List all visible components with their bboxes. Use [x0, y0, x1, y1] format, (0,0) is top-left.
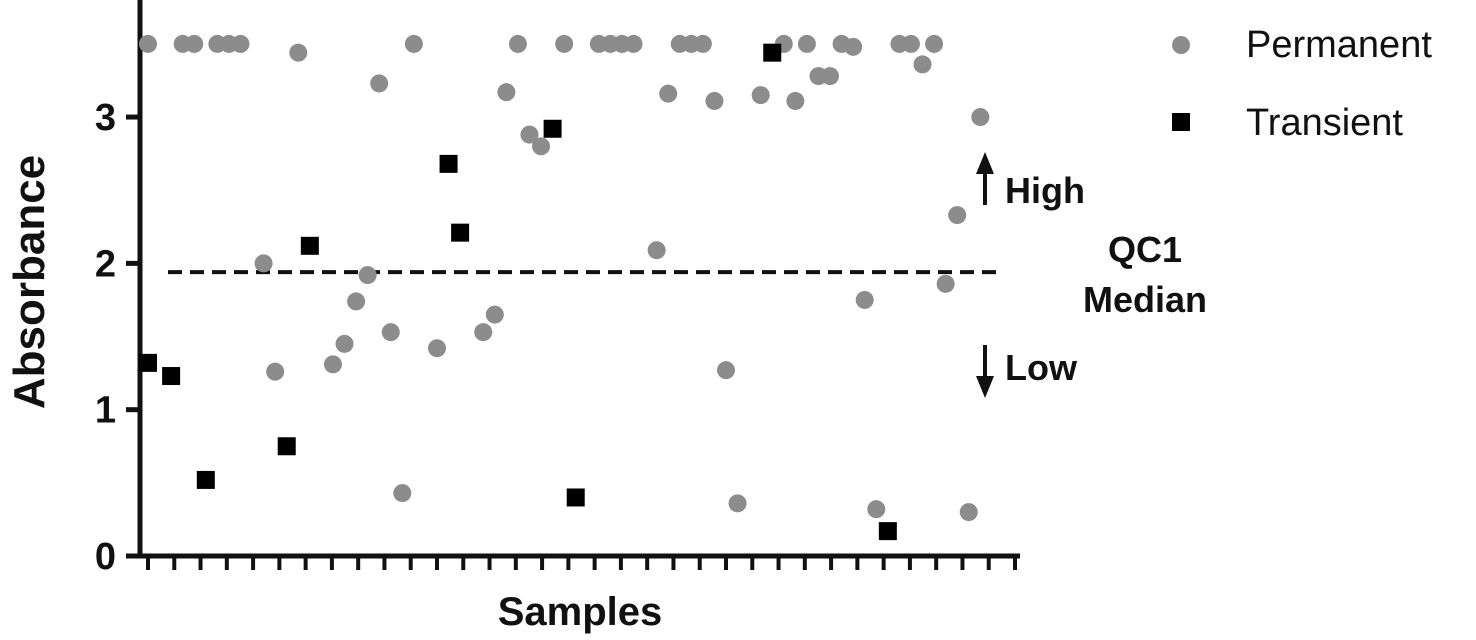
transient-point — [543, 119, 562, 138]
permanent-point — [497, 83, 516, 102]
median-label: Median — [1083, 279, 1207, 320]
series-permanent — [139, 34, 990, 522]
permanent-point — [717, 361, 735, 380]
permanent-point — [624, 34, 643, 53]
transient-point — [566, 488, 585, 507]
transient-point — [196, 470, 215, 489]
legend-marker-transient — [1172, 113, 1190, 131]
low-arrow-head — [976, 376, 994, 398]
permanent-point — [555, 34, 574, 53]
x-axis-title: Samples — [498, 590, 663, 634]
permanent-point — [821, 67, 840, 86]
permanent-point — [659, 84, 678, 103]
y-axis: 0 1 2 3 — [95, 0, 143, 578]
transient-point — [439, 154, 458, 173]
permanent-point — [728, 494, 747, 513]
permanent-point — [347, 292, 366, 311]
transient-point — [300, 236, 319, 255]
permanent-point — [520, 125, 539, 144]
transient-point — [162, 367, 181, 386]
x-axis — [138, 553, 1020, 570]
permanent-point — [508, 34, 527, 53]
permanent-point — [959, 503, 978, 522]
qc1-label: QC1 — [1108, 229, 1182, 270]
permanent-point — [393, 484, 412, 503]
legend-label-transient: Transient — [1246, 102, 1403, 144]
y-tick-label: 3 — [95, 97, 116, 139]
permanent-point — [925, 34, 944, 53]
permanent-point — [266, 362, 285, 381]
permanent-point — [404, 34, 423, 53]
permanent-point — [971, 108, 990, 127]
permanent-point — [693, 34, 712, 53]
permanent-point — [705, 91, 724, 110]
annotations: High Low — [976, 152, 1085, 398]
permanent-point — [532, 137, 551, 156]
transient-point — [139, 353, 157, 372]
high-label: High — [1005, 170, 1085, 211]
transient-point — [763, 43, 782, 62]
permanent-point — [844, 37, 863, 56]
permanent-point — [323, 355, 342, 374]
transient-point — [277, 437, 296, 456]
permanent-point — [797, 34, 816, 53]
permanent-point — [751, 86, 770, 105]
permanent-point — [381, 323, 400, 342]
permanent-point — [936, 274, 955, 293]
permanent-point — [867, 500, 886, 519]
permanent-point — [485, 305, 504, 324]
permanent-point — [647, 241, 666, 260]
permanent-point — [948, 206, 967, 225]
transient-point — [878, 522, 897, 541]
permanent-point — [254, 254, 273, 273]
permanent-point — [855, 290, 874, 309]
permanent-point — [139, 34, 157, 53]
permanent-point — [370, 74, 389, 93]
reference-line-group: QC1 Median — [168, 229, 1207, 320]
permanent-point — [358, 266, 377, 285]
permanent-point — [335, 334, 354, 353]
permanent-point — [428, 339, 446, 358]
permanent-point — [474, 323, 493, 342]
permanent-point — [231, 34, 250, 53]
legend-marker-permanent — [1172, 36, 1190, 54]
y-tick-label: 1 — [95, 390, 116, 432]
y-tick-label: 2 — [95, 243, 116, 285]
y-axis-title: Absorbance — [5, 155, 54, 409]
permanent-point — [786, 91, 805, 110]
y-tick-label: 0 — [95, 536, 116, 578]
permanent-point — [913, 55, 932, 74]
transient-point — [451, 223, 470, 242]
low-label: Low — [1005, 347, 1078, 388]
high-arrow-head — [976, 152, 994, 174]
permanent-point — [901, 34, 920, 53]
permanent-point — [185, 34, 204, 53]
legend: Permanent Transient — [1172, 24, 1432, 144]
legend-label-permanent: Permanent — [1246, 24, 1432, 66]
series-transient — [139, 43, 897, 541]
permanent-point — [289, 43, 308, 62]
